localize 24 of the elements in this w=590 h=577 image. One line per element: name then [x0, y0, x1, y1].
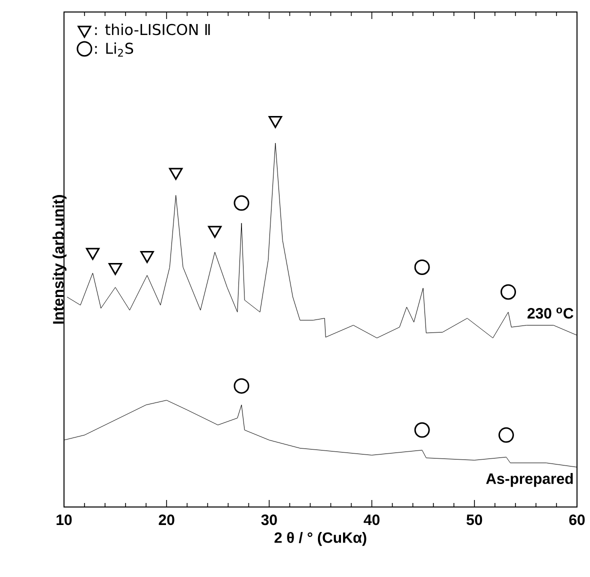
x-axis-title: 2 θ / ° (CuKα) [274, 532, 366, 546]
point [498, 427, 514, 443]
series-label: As-prepared [486, 472, 573, 487]
point [414, 259, 430, 275]
x-tick-label: 40 [364, 514, 380, 526]
x-tick-label: 10 [56, 514, 72, 526]
y-axis-title: Intensity (arb.unit) [52, 195, 66, 324]
point [169, 168, 183, 180]
point [108, 262, 122, 275]
x-tick-label: 30 [261, 514, 277, 526]
point [208, 226, 222, 238]
series-label: 230 $^{o}$C [528, 308, 574, 319]
x-tick-label: 60 [569, 514, 585, 526]
point [140, 250, 154, 263]
point [234, 195, 250, 211]
point [414, 422, 430, 438]
point [500, 284, 516, 300]
x-tick-label: 20 [158, 514, 174, 526]
point [86, 248, 100, 260]
x-tick-label: 50 [466, 514, 482, 526]
legend-label: : Li$_{2}$S [95, 42, 134, 57]
legend-label: : thio-LISICON Ⅱ [95, 24, 210, 36]
point [234, 378, 250, 394]
point [268, 116, 282, 128]
